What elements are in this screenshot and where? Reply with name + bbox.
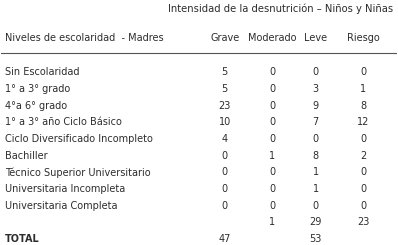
Text: 0: 0 [312,67,319,77]
Text: 5: 5 [222,67,228,77]
Text: 0: 0 [222,151,228,160]
Text: Niveles de escolaridad  - Madres: Niveles de escolaridad - Madres [5,33,164,43]
Text: 8: 8 [312,151,319,160]
Text: 1: 1 [269,217,275,227]
Text: 0: 0 [312,200,319,210]
Text: Bachiller: Bachiller [5,151,48,160]
Text: 0: 0 [269,167,275,177]
Text: Riesgo: Riesgo [347,33,379,43]
Text: TOTAL: TOTAL [5,234,40,244]
Text: 4: 4 [222,134,228,144]
Text: 1° a 3° año Ciclo Básico: 1° a 3° año Ciclo Básico [5,117,122,127]
Text: 3: 3 [312,84,319,94]
Text: 2: 2 [360,151,366,160]
Text: 1: 1 [312,184,319,194]
Text: 0: 0 [360,200,366,210]
Text: Universitaria Incompleta: Universitaria Incompleta [5,184,126,194]
Text: 1° a 3° grado: 1° a 3° grado [5,84,70,94]
Text: 0: 0 [360,184,366,194]
Text: 0: 0 [269,67,275,77]
Text: 0: 0 [269,134,275,144]
Text: Universitaria Completa: Universitaria Completa [5,200,118,210]
Text: 47: 47 [219,234,231,244]
Text: 0: 0 [269,117,275,127]
Text: 8: 8 [360,101,366,110]
Text: 0: 0 [360,134,366,144]
Text: Leve: Leve [304,33,327,43]
Text: 0: 0 [222,184,228,194]
Text: 23: 23 [219,101,231,110]
Text: Intensidad de la desnutrición – Niños y Niñas: Intensidad de la desnutrición – Niños y … [168,4,393,14]
Text: 0: 0 [222,200,228,210]
Text: 0: 0 [222,167,228,177]
Text: 0: 0 [360,67,366,77]
Text: 53: 53 [309,234,322,244]
Text: Técnico Superior Universitario: Técnico Superior Universitario [5,167,151,178]
Text: 4°a 6° grado: 4°a 6° grado [5,101,68,110]
Text: 0: 0 [360,167,366,177]
Text: 9: 9 [312,101,319,110]
Text: 10: 10 [219,117,231,127]
Text: 1: 1 [269,151,275,160]
Text: Sin Escolaridad: Sin Escolaridad [5,67,80,77]
Text: Ciclo Diversificado Incompleto: Ciclo Diversificado Incompleto [5,134,153,144]
Text: 0: 0 [269,200,275,210]
Text: 0: 0 [269,101,275,110]
Text: Grave: Grave [210,33,239,43]
Text: 29: 29 [309,217,322,227]
Text: 1: 1 [312,167,319,177]
Text: 0: 0 [269,84,275,94]
Text: 7: 7 [312,117,319,127]
Text: 0: 0 [269,184,275,194]
Text: 0: 0 [312,134,319,144]
Text: 5: 5 [222,84,228,94]
Text: Moderado: Moderado [248,33,297,43]
Text: 12: 12 [357,117,369,127]
Text: 23: 23 [357,217,369,227]
Text: 1: 1 [360,84,366,94]
